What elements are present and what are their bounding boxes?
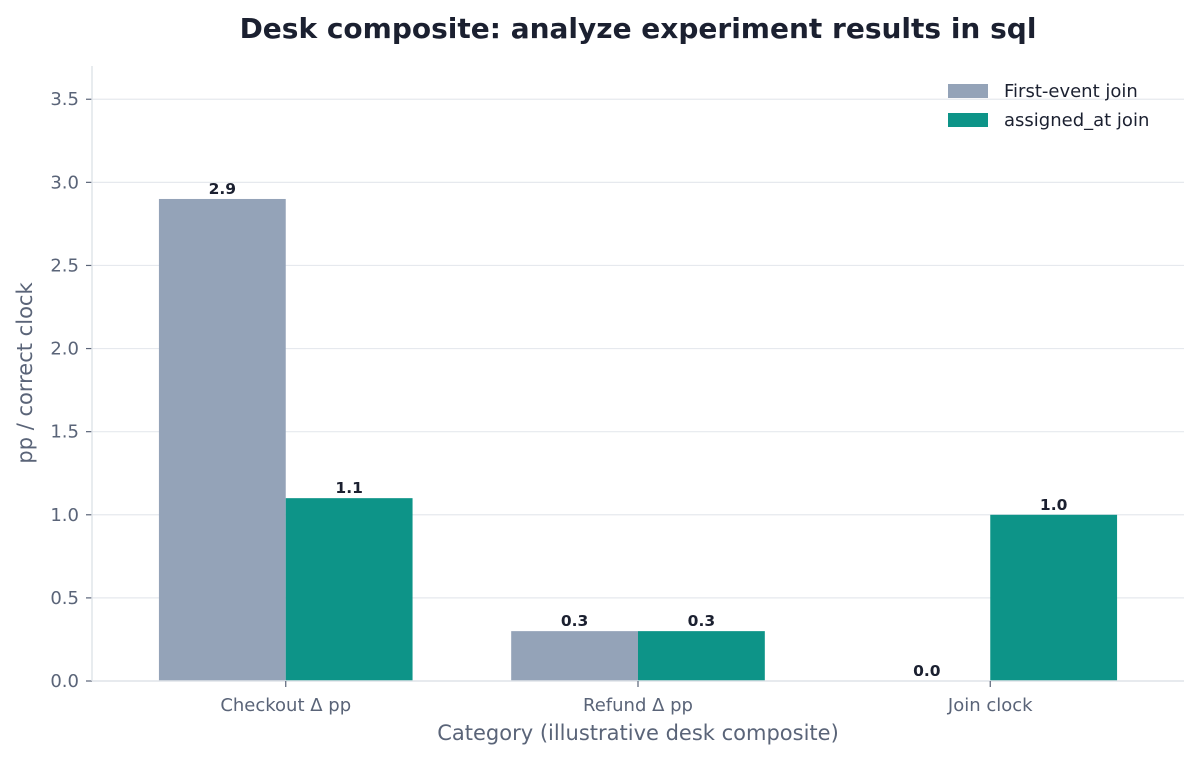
bar-value-label: 2.9 [209, 180, 236, 198]
y-tick-label: 0.0 [50, 671, 79, 692]
y-tick-label: 1.0 [50, 505, 79, 526]
bar-value-label: 0.3 [561, 612, 588, 630]
y-tick-label: 3.0 [50, 172, 79, 193]
bar [285, 498, 413, 681]
y-tick-label: 2.0 [50, 339, 79, 360]
y-tick-label: 2.5 [50, 255, 79, 276]
legend-swatch [948, 84, 988, 98]
y-tick-label: 3.5 [50, 89, 79, 110]
bar-labels: 2.9 1.1 0.3 0.3 0.0 1.0 [209, 180, 1068, 680]
x-tick-label: Join clock [947, 695, 1033, 716]
y-tick-label: 0.5 [50, 588, 79, 609]
x-tick-label: Refund Δ pp [583, 695, 693, 716]
x-axis-label: Category (illustrative desk composite) [437, 721, 839, 745]
bar [158, 198, 286, 682]
bar-value-label: 0.3 [688, 612, 715, 630]
bar-value-label: 1.1 [335, 479, 362, 497]
bar [638, 631, 765, 681]
legend-label: First-event join [1004, 81, 1138, 102]
y-tick-label: 1.5 [50, 422, 79, 443]
y-axis-label: pp / correct clock [13, 282, 37, 464]
chart-title: Desk composite: analyze experiment resul… [240, 12, 1037, 45]
bar [511, 631, 638, 681]
legend-label: assigned_at join [1004, 110, 1149, 131]
bars [158, 198, 1118, 682]
axes: 0.0 0.5 1.0 1.5 2.0 2.5 3.0 3.5 Checkout Δ pp Ref… [50, 66, 1184, 716]
bar [990, 514, 1118, 681]
legend-swatch [948, 113, 988, 127]
bar-value-label: 1.0 [1040, 496, 1068, 514]
bar-value-label: 0.0 [913, 662, 941, 680]
legend: First-event join assigned_at join [948, 81, 1149, 131]
x-tick-label: Checkout Δ pp [220, 695, 351, 716]
